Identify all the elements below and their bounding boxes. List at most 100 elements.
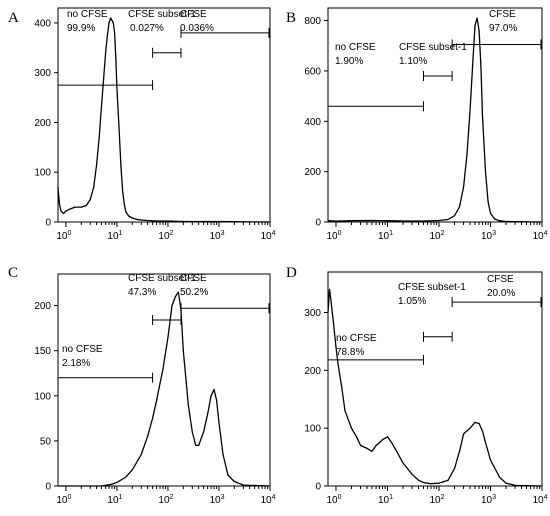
- histogram-point: [162, 368, 164, 370]
- histogram-point: [156, 220, 158, 222]
- gate-label: CFSE: [487, 274, 514, 285]
- gate-percent: 1.90%: [335, 56, 363, 67]
- histogram-point: [113, 32, 116, 34]
- histogram-point: [335, 220, 337, 222]
- y-tick-label: 200: [34, 301, 51, 312]
- histogram-point: [462, 186, 465, 188]
- histogram-point: [395, 450, 398, 452]
- panel-label: D: [286, 265, 297, 281]
- panel-c: C 0 50 100 150 200 100 101 102 103 104 no CFSE 2.18%…: [8, 265, 276, 506]
- histogram-point: [128, 215, 130, 217]
- histogram-point: [57, 485, 59, 487]
- histogram-point: [269, 485, 271, 487]
- gate-cfse: CFSE 20.0%: [451, 274, 542, 308]
- x-tick-label: 100: [326, 494, 341, 506]
- x-tick-label: 103: [481, 494, 496, 506]
- y-tick-label: 0: [315, 482, 321, 493]
- histogram-point: [478, 30, 480, 32]
- histogram-point: [371, 450, 373, 452]
- gate-percent: 1.05%: [398, 296, 426, 307]
- histogram-point: [191, 431, 193, 433]
- histogram-point: [331, 311, 333, 314]
- histogram-point: [355, 436, 358, 438]
- histogram-point: [116, 87, 118, 89]
- y-tick-label: 100: [34, 168, 51, 179]
- histogram-point: [105, 52, 107, 54]
- y-tick-label: 100: [34, 391, 51, 402]
- histogram-point: [57, 186, 59, 188]
- y-tick-label: 400: [304, 117, 321, 128]
- gate-percent: 0.027%: [130, 23, 164, 34]
- histogram-point: [171, 304, 173, 307]
- x-tick-label: 100: [326, 230, 341, 242]
- y-tick-label: 200: [304, 167, 321, 178]
- gate-label: CFSE: [180, 9, 207, 20]
- panel-label: A: [8, 10, 19, 26]
- histogram-point: [210, 395, 212, 397]
- histogram-point: [333, 323, 335, 325]
- y-tick-label: 0: [45, 218, 51, 229]
- histogram-point: [131, 217, 133, 219]
- gate-cfse: CFSE 0.036%: [180, 9, 270, 38]
- gate-no-cfse: no CFSE 1.90%: [328, 42, 424, 112]
- gate-percent: 97.0%: [489, 23, 517, 34]
- histogram-point: [458, 206, 461, 208]
- gate-cfse-subset-1: CFSE subset-1 47.3%: [128, 273, 196, 326]
- gate-no-cfse: no CFSE 99.9%: [58, 9, 154, 91]
- histogram-point: [174, 295, 177, 298]
- histogram-point: [140, 453, 142, 456]
- y-tick-label: 600: [304, 66, 321, 77]
- histogram-point: [447, 218, 449, 221]
- histogram-point: [147, 219, 149, 222]
- histogram-point: [203, 220, 205, 223]
- histogram-point: [430, 483, 432, 485]
- histogram-point: [350, 220, 353, 222]
- panel-label: B: [286, 10, 296, 26]
- y-tick-label: 50: [40, 436, 52, 447]
- gate-cfse-subset-1: CFSE subset-1 1.10%: [399, 42, 467, 81]
- histogram-point: [109, 17, 112, 19]
- x-tick-label: 102: [429, 230, 444, 242]
- histogram-point: [489, 459, 492, 461]
- histogram-point: [489, 212, 492, 214]
- gate-percent: 1.10%: [399, 56, 427, 67]
- histogram-point: [381, 439, 384, 441]
- histogram-point: [541, 221, 543, 223]
- histogram-point: [453, 468, 456, 470]
- histogram-point: [344, 410, 346, 412]
- gate-no-cfse: no CFSE 2.18%: [58, 344, 154, 383]
- histogram-point: [514, 484, 516, 487]
- histogram-point: [103, 77, 105, 79]
- y-tick-label: 150: [34, 346, 51, 357]
- histogram-point: [422, 481, 425, 484]
- histogram-point: [65, 210, 67, 212]
- histogram-point: [386, 436, 389, 438]
- histogram-point: [350, 427, 353, 429]
- histogram-point: [213, 388, 215, 391]
- histogram-point: [147, 435, 149, 437]
- histogram-point: [371, 219, 373, 222]
- x-tick-label: 103: [209, 494, 224, 506]
- gate-label: CFSE: [489, 9, 516, 20]
- histogram-point: [151, 417, 154, 419]
- histogram-point: [106, 34, 108, 36]
- histogram-point: [195, 444, 197, 447]
- histogram-point: [386, 220, 389, 222]
- gate-label: no CFSE: [62, 344, 103, 355]
- histogram-curve: [327, 17, 543, 223]
- y-tick-label: 300: [304, 308, 321, 319]
- y-tick-label: 0: [45, 482, 51, 493]
- histogram-point: [118, 126, 120, 129]
- histogram-point: [187, 404, 189, 406]
- histogram-point: [469, 110, 471, 112]
- histogram-point: [80, 206, 82, 208]
- x-tick-label: 101: [378, 494, 393, 506]
- histogram-point: [505, 482, 507, 484]
- gate-cfse: CFSE 97.0%: [451, 9, 542, 50]
- histogram-point: [472, 65, 474, 67]
- histogram-point: [85, 204, 87, 207]
- histogram-point: [375, 444, 377, 447]
- histogram-point: [167, 220, 169, 222]
- histogram-point: [74, 206, 76, 208]
